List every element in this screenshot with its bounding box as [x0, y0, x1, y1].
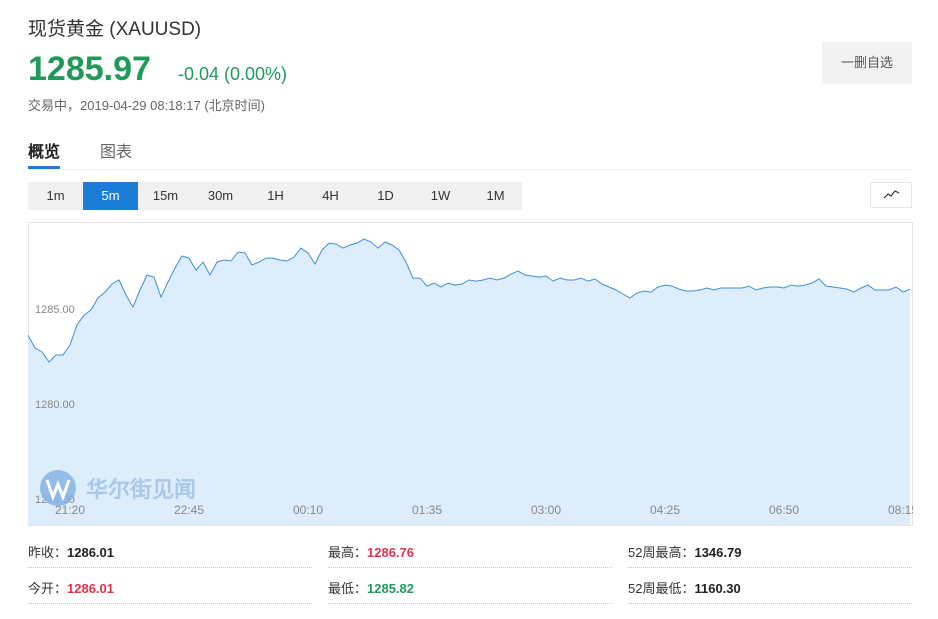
stat-value: 1346.79 — [694, 545, 742, 560]
watermark-logo-mark — [45, 479, 71, 502]
x-tick-label: 03:00 — [531, 503, 561, 517]
tab[interactable]: 概览 — [28, 144, 61, 161]
interval-button[interactable]: 15m — [152, 188, 179, 203]
stat-label: 昨收： — [28, 545, 68, 560]
stat: 昨收：1286.01 — [28, 542, 114, 561]
y-tick-label: 1285.00 — [35, 304, 75, 316]
interval-button[interactable]: 1W — [430, 188, 451, 203]
separator — [628, 567, 912, 568]
stat: 最高：1286.76 — [328, 542, 414, 561]
separator — [28, 567, 312, 568]
stat: 52周最高：1346.79 — [628, 542, 741, 561]
interval-button[interactable]: 1D — [377, 188, 394, 203]
separator — [328, 603, 612, 604]
stat-label: 最高： — [328, 545, 368, 560]
chart-type-button[interactable] — [870, 182, 912, 208]
divider — [28, 169, 912, 170]
separator — [328, 567, 612, 568]
x-tick-label: 21:20 — [55, 503, 85, 517]
stat-value: 1286.01 — [67, 545, 115, 560]
change: -0.04 (0.00%) — [178, 64, 288, 84]
stat-value: 1286.76 — [367, 545, 415, 560]
x-tick-label: 04:25 — [650, 503, 680, 517]
interval-button[interactable]: 1m — [46, 188, 65, 203]
interval-button[interactable]: 1H — [267, 188, 284, 203]
stat-label: 最低： — [328, 581, 368, 596]
price: 1285.97 — [28, 50, 151, 88]
x-tick-label: 01:35 — [412, 503, 442, 517]
stat-value: 1285.82 — [367, 581, 415, 596]
tab-underline — [28, 166, 60, 169]
y-tick-label: 1280.00 — [35, 399, 75, 411]
stat: 今开：1286.01 — [28, 578, 114, 597]
title: 现货黄金 (XAUUSD) — [28, 19, 202, 40]
chart: 1275.001280.001285.0021:2022:4500:1001:3… — [28, 222, 913, 526]
x-tick-label: 06:50 — [769, 503, 799, 517]
watermark: 华尔街见闻 — [86, 477, 196, 502]
interval-button[interactable]: 1M — [486, 188, 505, 203]
stat: 最低：1285.82 — [328, 578, 414, 597]
line — [28, 238, 911, 363]
x-tick-label: 22:45 — [174, 503, 204, 517]
stat-value: 1160.30 — [694, 581, 741, 596]
stat-label: 52周最低： — [628, 581, 695, 596]
x-tick-label: 00:10 — [293, 503, 323, 517]
icon — [883, 190, 900, 199]
x-tick-label: 08:15 — [888, 503, 913, 517]
separator — [28, 603, 312, 604]
watchlist-button[interactable]: 一删自选 — [822, 42, 912, 84]
stat-label: 今开： — [28, 581, 68, 596]
area — [28, 239, 910, 525]
stat-label: 52周最高： — [628, 545, 695, 560]
interval-button[interactable]: 30m — [207, 188, 234, 203]
stat-value: 1286.01 — [67, 581, 115, 596]
tab[interactable]: 图表 — [100, 144, 133, 161]
stat: 52周最低：1160.30 — [628, 578, 741, 597]
interval-button[interactable]: 5m — [83, 182, 138, 210]
status: 交易中，2019-04-29 08:18:17 (北京时间) — [28, 98, 265, 113]
separator — [628, 603, 912, 604]
interval-button[interactable]: 4H — [322, 188, 339, 203]
